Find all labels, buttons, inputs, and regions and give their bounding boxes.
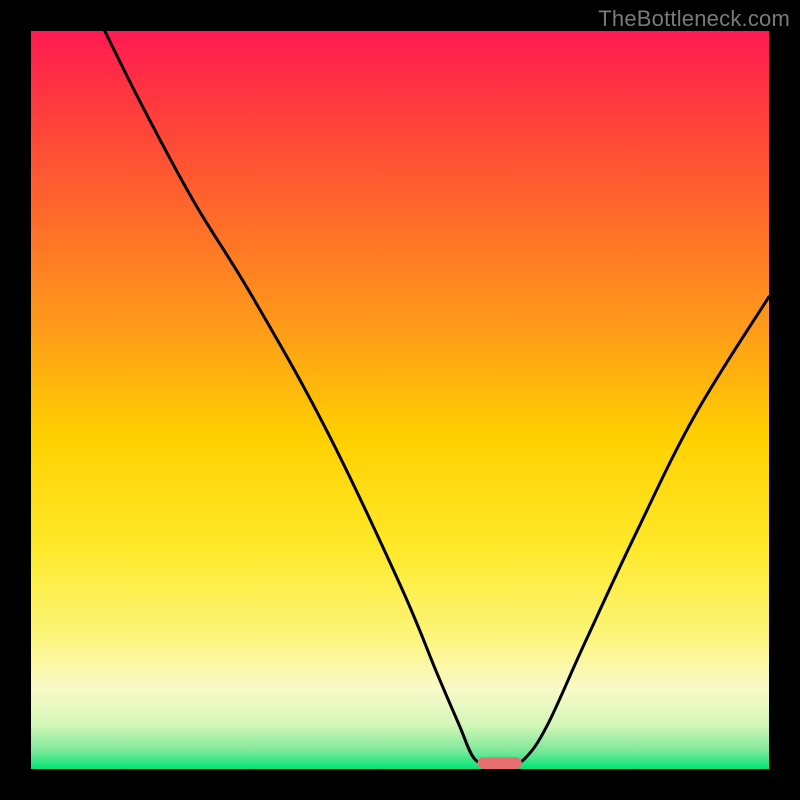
optimal-marker [477,757,521,769]
watermark-text: TheBottleneck.com [598,6,790,32]
frame-right [769,0,800,800]
frame-left [0,0,31,800]
frame-bottom [0,769,800,800]
bottleneck-chart [0,0,800,800]
chart-container: TheBottleneck.com [0,0,800,800]
gradient-background [31,31,769,769]
